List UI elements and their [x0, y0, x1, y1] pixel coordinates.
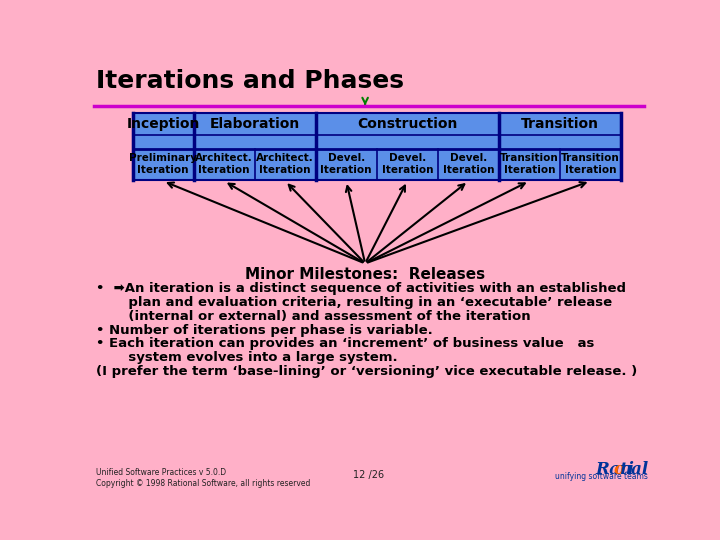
Text: unifying software teams: unifying software teams — [555, 472, 648, 481]
Text: Transition: Transition — [521, 117, 599, 131]
Text: Devel.
Iteration: Devel. Iteration — [382, 153, 433, 175]
Text: Transition
Iteration: Transition Iteration — [500, 153, 559, 175]
Text: • Each iteration can provides an ‘increment’ of business value   as: • Each iteration can provides an ‘increm… — [96, 338, 595, 350]
Text: Preliminary
Iteration: Preliminary Iteration — [129, 153, 197, 175]
Text: system evolves into a large system.: system evolves into a large system. — [96, 351, 398, 364]
Text: Inception: Inception — [127, 117, 200, 131]
Text: Unified Software Practices v 5.0.D
Copyright © 1998 Rational Software, all right: Unified Software Practices v 5.0.D Copyr… — [96, 468, 310, 488]
Text: •  ➡An iteration is a distinct sequence of activities with an established: • ➡An iteration is a distinct sequence o… — [96, 282, 626, 295]
Text: Iterations and Phases: Iterations and Phases — [96, 69, 404, 93]
Text: nal: nal — [619, 461, 649, 478]
Text: Devel.
Iteration: Devel. Iteration — [443, 153, 494, 175]
Bar — [132, 113, 621, 179]
Text: Architect.
Iteration: Architect. Iteration — [256, 153, 314, 175]
Text: Elaboration: Elaboration — [210, 117, 300, 131]
Text: plan and evaluation criteria, resulting in an ‘executable’ release: plan and evaluation criteria, resulting … — [96, 296, 612, 309]
Text: Construction: Construction — [357, 117, 457, 131]
Text: o: o — [613, 461, 624, 478]
Text: 12 /26: 12 /26 — [354, 470, 384, 480]
Text: (I prefer the term ‘base-lining’ or ‘versioning’ vice executable release. ): (I prefer the term ‘base-lining’ or ‘ver… — [96, 365, 637, 378]
Text: (internal or external) and assessment of the iteration: (internal or external) and assessment of… — [96, 309, 531, 323]
Text: Transition
Iteration: Transition Iteration — [561, 153, 620, 175]
Text: Minor Milestones:  Releases: Minor Milestones: Releases — [245, 267, 485, 282]
Text: Rati: Rati — [595, 461, 634, 478]
Text: Architect.
Iteration: Architect. Iteration — [195, 153, 253, 175]
Text: • Number of iterations per phase is variable.: • Number of iterations per phase is vari… — [96, 323, 433, 336]
Text: Devel.
Iteration: Devel. Iteration — [320, 153, 372, 175]
